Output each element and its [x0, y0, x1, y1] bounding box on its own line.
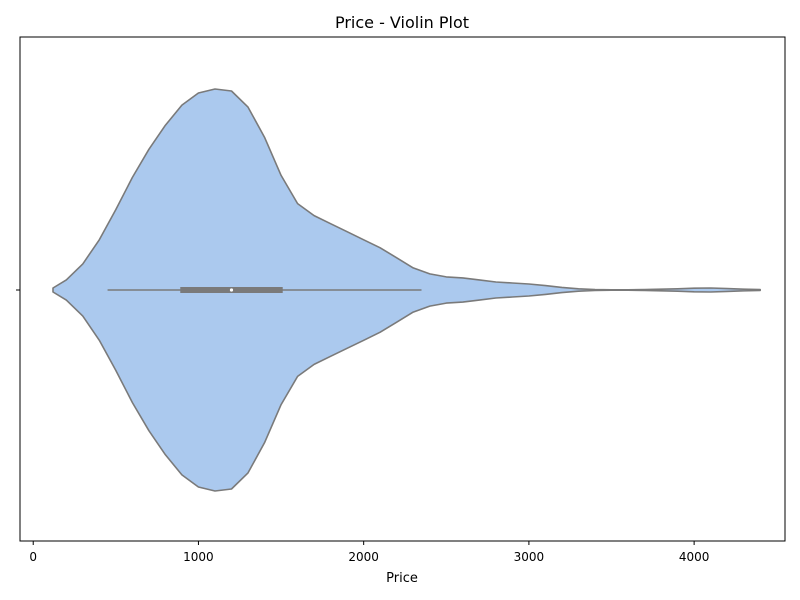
x-tick-label-4000: 4000 — [679, 550, 710, 564]
plot-area-frame — [19, 36, 786, 542]
median-dot — [229, 288, 234, 292]
x-tick-label-1000: 1000 — [183, 550, 214, 564]
chart-title: Price - Violin Plot — [335, 13, 469, 32]
quartile-layer — [107, 287, 422, 293]
x-tick-label-0: 0 — [29, 550, 37, 564]
x-tick-label-3000: 3000 — [514, 550, 545, 564]
x-axis: 0 1000 2000 3000 4000 — [29, 541, 709, 564]
x-axis-label: Price — [386, 571, 418, 586]
x-tick-label-2000: 2000 — [348, 550, 379, 564]
